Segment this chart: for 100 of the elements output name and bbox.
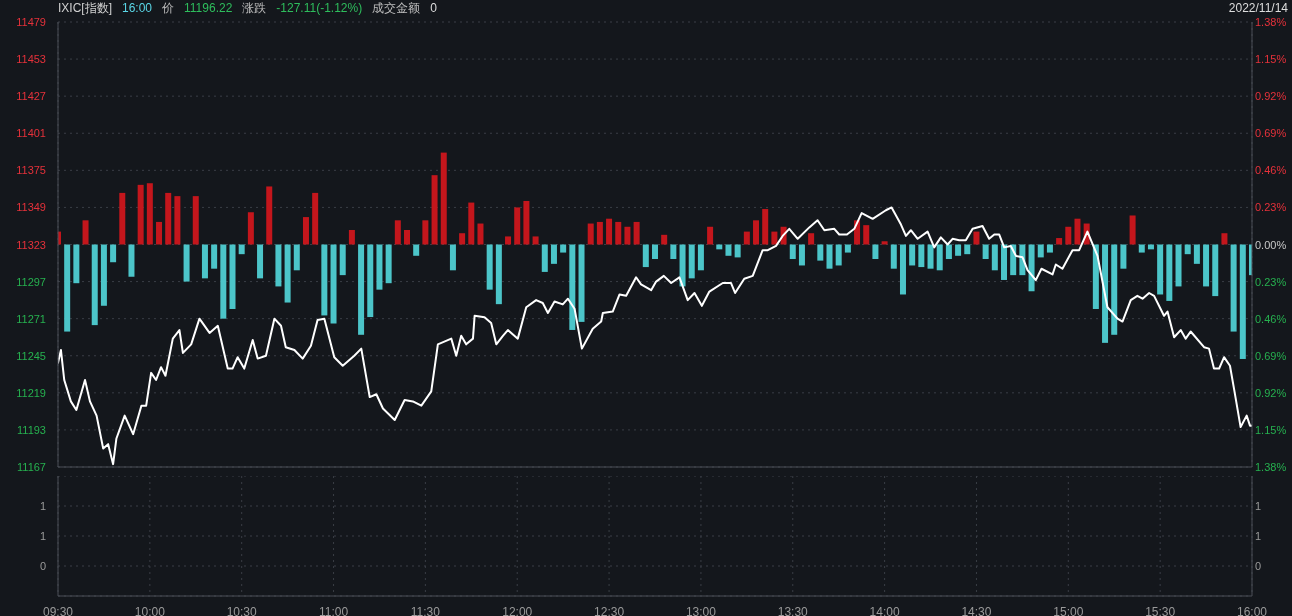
bar xyxy=(909,244,916,266)
bar xyxy=(192,196,199,245)
bar xyxy=(110,244,117,263)
bar xyxy=(514,207,521,245)
bar xyxy=(945,244,952,260)
y-tick-label: 11427 xyxy=(16,90,46,103)
bar xyxy=(991,244,998,271)
bar xyxy=(266,186,273,245)
bar xyxy=(211,244,218,269)
bar xyxy=(872,244,879,260)
bar xyxy=(734,244,741,258)
bar xyxy=(753,220,760,245)
y2-tick-label: 0.46% xyxy=(1255,164,1287,177)
bar xyxy=(376,244,383,290)
y2-tick-label: 1.38% xyxy=(1255,16,1287,28)
bar xyxy=(863,225,870,245)
bar xyxy=(119,192,126,245)
bar xyxy=(1221,233,1228,245)
bar xyxy=(523,200,530,245)
x-tick-label: 12:00 xyxy=(502,605,533,616)
bar xyxy=(64,244,71,332)
y2-tick-label: 0.69% xyxy=(1255,349,1287,362)
y2-tick-label: 1.38% xyxy=(1255,461,1287,473)
y2-tick-label: 0.23% xyxy=(1255,275,1287,288)
bar xyxy=(174,196,181,245)
bar xyxy=(284,244,291,303)
y-tick-label: 11375 xyxy=(16,164,46,177)
x-tick-label: 15:00 xyxy=(1053,605,1084,616)
bar xyxy=(560,244,567,253)
bar xyxy=(146,183,153,245)
bar xyxy=(302,217,309,245)
bar xyxy=(137,184,144,245)
bar xyxy=(247,212,254,245)
text: 价 xyxy=(162,0,175,17)
bar xyxy=(100,244,107,306)
bar xyxy=(743,231,750,245)
bar xyxy=(459,233,466,245)
text: 涨跌 xyxy=(242,0,267,17)
y-tick-label: 11453 xyxy=(16,53,46,66)
bar xyxy=(495,244,502,305)
bar xyxy=(238,244,245,255)
x-tick-label: 10:00 xyxy=(134,605,166,616)
bar xyxy=(1074,218,1081,245)
x-tick-label: 15:30 xyxy=(1145,605,1176,616)
bar xyxy=(165,192,172,245)
x-tick-label: 11:00 xyxy=(318,605,349,616)
bar xyxy=(771,231,778,245)
bar xyxy=(1129,215,1136,245)
bar xyxy=(477,223,484,245)
bar xyxy=(505,236,512,245)
y-tick-label: 11401 xyxy=(16,127,46,140)
bar xyxy=(890,244,897,269)
y-tick-label: 11245 xyxy=(16,349,46,362)
bar xyxy=(128,244,135,277)
y-tick-label: 1 xyxy=(39,500,46,512)
y2-tick-label: 0.92% xyxy=(1255,90,1287,103)
y2-tick-label: 0.46% xyxy=(1255,312,1287,325)
bar xyxy=(1239,244,1246,359)
bar xyxy=(624,226,631,245)
y2-tick-label: 0.23% xyxy=(1255,201,1287,214)
bar xyxy=(431,175,438,245)
bar xyxy=(73,244,80,284)
bar xyxy=(1157,244,1164,295)
bar xyxy=(1175,244,1182,287)
text: 11196.22 xyxy=(184,1,233,15)
bar xyxy=(91,244,98,326)
bar xyxy=(330,244,337,324)
y2-tick-label: 0 xyxy=(1255,560,1262,572)
bar xyxy=(817,244,824,261)
y2-tick-label: 1.15% xyxy=(1255,53,1287,66)
x-tick-label: 09:30 xyxy=(42,605,74,616)
text: -127.11(-1.12%) xyxy=(276,1,363,15)
bar xyxy=(1230,244,1237,332)
bar xyxy=(955,244,962,256)
bar xyxy=(229,244,236,309)
bar xyxy=(899,244,906,295)
bar xyxy=(973,231,980,245)
bar xyxy=(651,244,658,260)
bar xyxy=(661,234,668,245)
y2-tick-label: 0.92% xyxy=(1255,386,1287,399)
bar xyxy=(578,244,585,322)
y-tick-label: 1 xyxy=(39,530,46,542)
bar xyxy=(486,244,493,290)
y-tick-label: 11219 xyxy=(16,386,46,399)
bar xyxy=(82,220,89,245)
bar xyxy=(587,223,594,245)
y-tick-label: 11323 xyxy=(16,238,46,251)
bar xyxy=(275,244,282,287)
bar xyxy=(1065,226,1072,245)
y2-tick-label: 1 xyxy=(1255,530,1262,542)
text: 2022/11/14 xyxy=(1228,1,1288,15)
bar xyxy=(293,244,300,271)
bar xyxy=(964,244,971,255)
bar xyxy=(413,244,420,256)
bar xyxy=(156,221,163,245)
y-tick-label: 0 xyxy=(39,560,46,572)
x-tick-label: 14:30 xyxy=(961,605,992,616)
bar xyxy=(183,244,190,282)
bar xyxy=(808,233,815,245)
bar xyxy=(220,244,227,319)
